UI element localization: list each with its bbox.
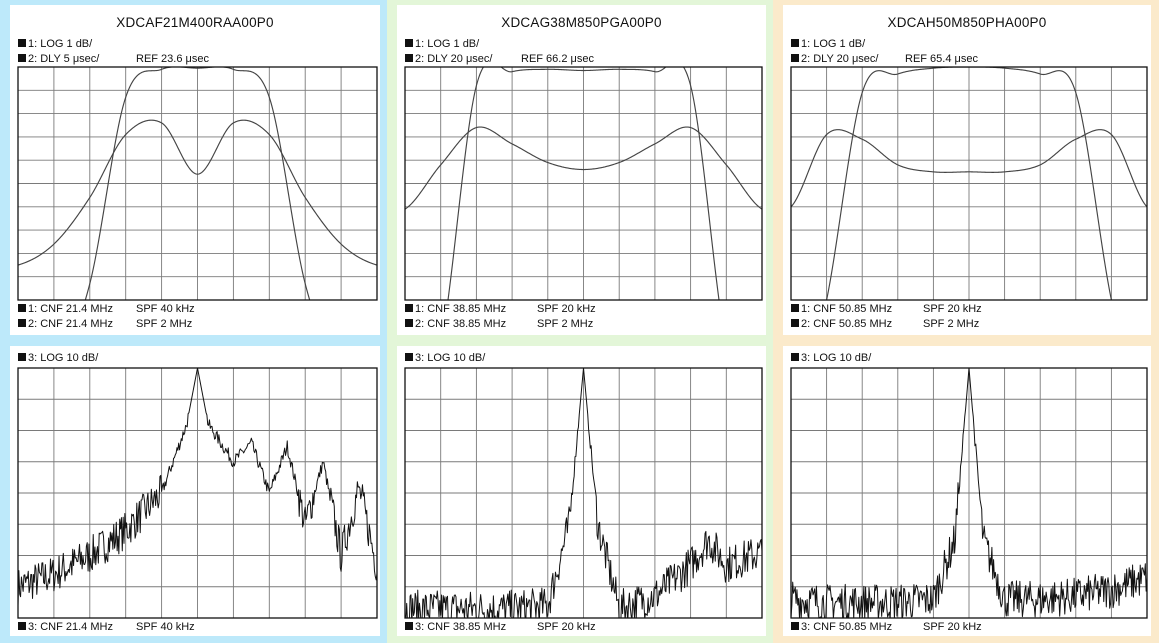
grid [405,368,762,618]
series-line-1 [791,368,1147,618]
trace-1-footer: 1: CNF 38.85 MHz SPF 20 kHz [405,302,596,317]
series-line-1 [447,67,720,300]
square-marker-icon [791,622,799,630]
trace-2-footer: 2: CNF 38.85 MHz SPF 2 MHz [405,317,593,332]
plot-frame [404,367,763,619]
bottom-panel: 3: LOG 10 dB/ 3: CNF 38.85 MHz SPF 20 kHz [397,346,766,636]
plot-frame [17,367,378,619]
square-marker-icon [18,39,26,47]
trace-1-footer: 1: CNF 50.85 MHz SPF 20 kHz [791,302,982,317]
square-marker-icon [18,54,26,62]
grid [18,368,377,618]
page-title: XDCAF21M400RAA00P0 [116,15,274,30]
top-panel: XDCAG38M850PGA00P0 1: LOG 1 dB/ 2: DLY 2… [397,5,766,335]
column-3: XDCAH50M850PHA00P0 1: LOG 1 dB/ 2: DLY 2… [773,0,1159,643]
grid [791,67,1147,300]
top-panel: XDCAH50M850PHA00P0 1: LOG 1 dB/ 2: DLY 2… [783,5,1151,335]
square-marker-icon [791,304,799,312]
spurious-plot [790,367,1148,619]
square-marker-icon [405,39,413,47]
bottom-panel: 3: LOG 10 dB/ 3: CNF 50.85 MHz SPF 20 kHz [783,346,1151,636]
series-line-1 [18,368,377,606]
bottom-panel: 3: LOG 10 dB/ 3: CNF 21.4 MHz SPF 40 kHz [10,346,380,636]
square-marker-icon [791,353,799,361]
plot-frame [404,66,763,301]
series-line-1 [84,67,311,300]
trace-3-header: 3: LOG 10 dB/ [791,351,871,366]
trace-1-header: 1: LOG 1 dB/ [791,37,865,52]
trace-2-header: 2: DLY 20 μsec/REF 66.2 μsec [405,52,594,67]
trace-1-header: 1: LOG 1 dB/ [405,37,479,52]
column-1: XDCAF21M400RAA00P0 1: LOG 1 dB/ 2: DLY 5… [0,0,387,643]
trace-2-header: 2: DLY 20 μsec/REF 65.4 μsec [791,52,978,67]
page-title: XDCAH50M850PHA00P0 [887,15,1047,30]
grid [791,368,1147,618]
square-marker-icon [405,54,413,62]
square-marker-icon [791,39,799,47]
plot-frame [790,66,1148,301]
trace-2-footer: 2: CNF 21.4 MHz SPF 2 MHz [18,317,192,332]
square-marker-icon [405,319,413,327]
passband-plot [404,66,763,301]
square-marker-icon [18,304,26,312]
trace-3-footer: 3: CNF 50.85 MHz SPF 20 kHz [791,620,982,635]
trace-3-footer: 3: CNF 38.85 MHz SPF 20 kHz [405,620,596,635]
column-2: XDCAG38M850PGA00P0 1: LOG 1 dB/ 2: DLY 2… [387,0,773,643]
trace-3-footer: 3: CNF 21.4 MHz SPF 40 kHz [18,620,195,635]
plot-frame [17,66,378,301]
series-line-2 [791,129,1147,208]
series-line-1 [826,67,1112,300]
series-line-1 [405,368,762,618]
passband-plot [790,66,1148,301]
trace-1-footer: 1: CNF 21.4 MHz SPF 40 kHz [18,302,195,317]
square-marker-icon [405,622,413,630]
grid [18,67,377,300]
grid [405,67,762,300]
page-title: XDCAG38M850PGA00P0 [501,15,662,30]
square-marker-icon [405,353,413,361]
spurious-plot [404,367,763,619]
plot-frame [790,367,1148,619]
spurious-plot [17,367,378,619]
trace-1-header: 1: LOG 1 dB/ [18,37,92,52]
passband-plot [17,66,378,301]
square-marker-icon [405,304,413,312]
square-marker-icon [791,54,799,62]
square-marker-icon [18,622,26,630]
top-panel: XDCAF21M400RAA00P0 1: LOG 1 dB/ 2: DLY 5… [10,5,380,335]
trace-2-header: 2: DLY 5 μsec/REF 23.6 μsec [18,52,209,67]
trace-3-header: 3: LOG 10 dB/ [405,351,485,366]
trace-3-header: 3: LOG 10 dB/ [18,351,98,366]
square-marker-icon [18,319,26,327]
series-line-2 [18,119,377,266]
square-marker-icon [18,353,26,361]
trace-2-footer: 2: CNF 50.85 MHz SPF 2 MHz [791,317,979,332]
square-marker-icon [791,319,799,327]
series-line-2 [405,126,762,210]
